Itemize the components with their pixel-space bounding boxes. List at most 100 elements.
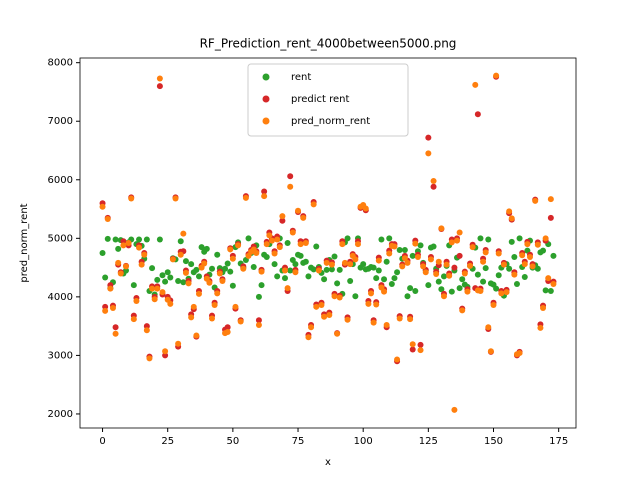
data-point (378, 236, 385, 243)
data-point (198, 244, 205, 251)
data-point (511, 271, 518, 278)
data-point (456, 252, 463, 259)
data-point (438, 225, 445, 232)
legend-label: predict rent (291, 94, 349, 105)
data-point (242, 194, 249, 201)
data-point (375, 267, 382, 274)
data-point (370, 319, 377, 326)
data-point (493, 285, 500, 292)
data-point (287, 173, 294, 180)
data-point (177, 251, 184, 258)
data-point (271, 261, 278, 268)
data-point (362, 205, 369, 212)
data-point (284, 240, 291, 246)
data-point (227, 268, 234, 275)
data-point (232, 303, 239, 310)
data-point (281, 267, 288, 274)
data-point (182, 258, 189, 265)
data-point (336, 266, 343, 273)
data-point (495, 250, 502, 257)
data-point (185, 280, 192, 287)
x-tick-label: 25 (161, 436, 174, 447)
data-point (255, 321, 262, 328)
x-tick-label: 100 (354, 436, 373, 447)
data-point (550, 280, 557, 287)
x-tick-label: 175 (549, 436, 568, 447)
data-point (360, 261, 367, 268)
data-point (172, 195, 179, 202)
data-point (195, 273, 202, 280)
data-point (193, 266, 200, 273)
data-point (409, 341, 416, 348)
data-point (388, 280, 395, 287)
data-point (297, 241, 304, 248)
chart-title: RF_Prediction_rent_4000between5000.png (200, 37, 457, 51)
data-point (513, 280, 520, 287)
data-point (123, 267, 130, 274)
data-point (224, 260, 231, 267)
data-point (305, 334, 312, 341)
legend-box (247, 63, 409, 137)
data-point (477, 235, 484, 242)
data-point (255, 293, 262, 300)
data-point (261, 193, 268, 200)
data-point (511, 254, 518, 261)
data-point (120, 242, 127, 249)
data-point (274, 273, 281, 280)
x-tick-label: 150 (484, 436, 503, 447)
data-point (430, 177, 437, 184)
data-point (383, 258, 390, 265)
data-point (136, 244, 143, 251)
data-point (177, 238, 184, 245)
data-point (451, 406, 458, 413)
data-point (279, 213, 286, 220)
data-point (182, 269, 189, 276)
data-point (224, 328, 231, 335)
data-point (480, 278, 487, 285)
data-point (461, 270, 468, 277)
data-point (162, 278, 169, 285)
data-point (117, 270, 124, 277)
data-point (381, 288, 388, 295)
data-point (281, 275, 288, 282)
data-point (266, 232, 273, 239)
data-point (480, 258, 487, 265)
data-point (547, 288, 554, 295)
data-point (130, 316, 137, 323)
data-point (222, 265, 229, 272)
data-point (456, 229, 463, 236)
data-point (156, 236, 163, 243)
data-point (451, 264, 458, 271)
data-point (255, 317, 262, 324)
data-point (394, 356, 401, 363)
data-point (412, 288, 419, 295)
data-point (500, 261, 507, 268)
data-point (188, 261, 195, 268)
data-point (237, 318, 244, 325)
data-point (373, 301, 380, 308)
data-point (396, 247, 403, 254)
data-point (201, 260, 208, 267)
data-point (521, 273, 528, 280)
data-point (440, 293, 447, 300)
data-point (321, 276, 328, 283)
data-point (175, 340, 182, 347)
data-point (211, 302, 218, 309)
data-point (459, 276, 466, 283)
data-point (308, 324, 315, 331)
data-point (341, 259, 348, 266)
data-point (542, 235, 549, 242)
data-point (547, 196, 554, 203)
data-point (115, 245, 122, 252)
data-point (164, 269, 171, 276)
data-point (396, 315, 403, 322)
data-point (438, 286, 445, 293)
data-point (328, 261, 335, 268)
data-point (383, 321, 390, 328)
data-point (459, 307, 466, 314)
data-point (365, 300, 372, 307)
data-point (386, 250, 393, 257)
data-point (467, 262, 474, 269)
data-point (99, 203, 106, 210)
data-point (284, 285, 291, 292)
